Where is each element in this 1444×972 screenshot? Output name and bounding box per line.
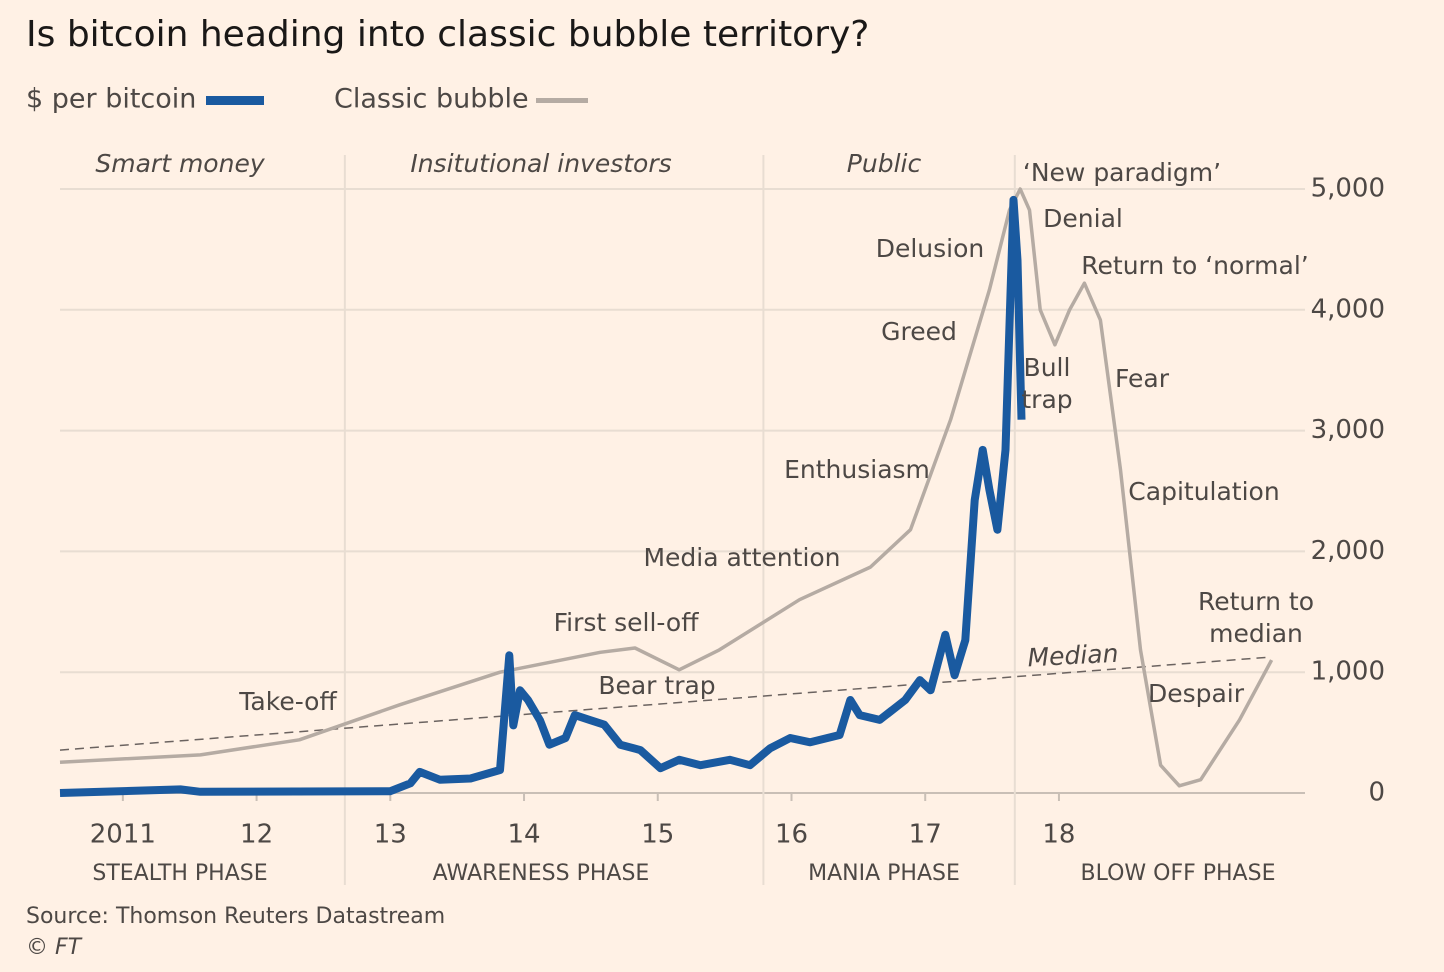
credit: © FT: [26, 935, 83, 960]
phase-name: STEALTH PHASE: [92, 861, 267, 886]
annotation: Return to ‘normal’: [1081, 251, 1308, 280]
phase-label: Smart money: [95, 149, 265, 178]
x-tick-label: 12: [240, 820, 273, 850]
x-tick-label: 18: [1042, 820, 1075, 850]
legend-label: $ per bitcoin: [26, 84, 196, 115]
phase-name: AWARENESS PHASE: [433, 861, 650, 886]
phase-label: Insitutional investors: [410, 149, 671, 178]
series-line: [59, 195, 1026, 797]
annotation: Return to: [1198, 587, 1314, 616]
annotation: Despair: [1148, 679, 1245, 708]
legend-swatch: [206, 96, 264, 105]
y-tick-label: 2,000: [1311, 536, 1385, 566]
annotation: Media attention: [643, 543, 840, 572]
annotation: Bull: [1024, 353, 1071, 382]
median-label: Median: [1027, 639, 1119, 673]
annotation: Delusion: [876, 234, 985, 263]
x-tick-label: 15: [641, 820, 674, 850]
chart-title: Is bitcoin heading into classic bubble t…: [26, 14, 869, 55]
y-tick-label: 0: [1368, 778, 1385, 808]
annotation: Capitulation: [1128, 477, 1279, 506]
source: Source: Thomson Reuters Datastream: [26, 904, 445, 929]
annotation: Greed: [881, 317, 957, 346]
annotation: median: [1209, 619, 1303, 648]
y-tick-label: 1,000: [1311, 657, 1385, 687]
legend-label: Classic bubble: [334, 84, 529, 115]
annotation: Fear: [1115, 364, 1170, 393]
x-tick-label: 14: [507, 820, 540, 850]
annotation: Take-off: [238, 687, 337, 716]
legend-swatch: [536, 98, 588, 103]
x-tick-label: 17: [909, 820, 942, 850]
annotation: ‘New paradigm’: [1023, 158, 1221, 187]
y-tick-label: 4,000: [1311, 294, 1385, 324]
annotation: Denial: [1043, 204, 1123, 233]
annotation: Bear trap: [598, 671, 715, 700]
x-tick-label: 16: [775, 820, 808, 850]
annotation: Enthusiasm: [784, 455, 930, 484]
phase-label: Public: [847, 149, 922, 178]
annotation: First sell-off: [554, 608, 700, 637]
median-line: [59, 656, 1271, 751]
phase-name: MANIA PHASE: [808, 861, 960, 886]
x-tick-label: 13: [374, 820, 407, 850]
annotation: trap: [1021, 385, 1072, 414]
y-tick-label: 3,000: [1311, 415, 1385, 445]
phase-name: BLOW OFF PHASE: [1081, 861, 1276, 886]
y-tick-label: 5,000: [1311, 174, 1385, 204]
x-tick-label: 2011: [90, 820, 156, 850]
